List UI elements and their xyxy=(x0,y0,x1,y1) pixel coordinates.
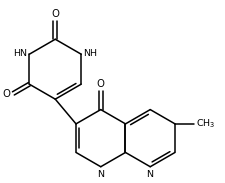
Text: O: O xyxy=(3,89,11,99)
Text: N: N xyxy=(146,170,153,179)
Text: HN: HN xyxy=(13,49,27,58)
Text: O: O xyxy=(97,79,105,89)
Text: CH$_3$: CH$_3$ xyxy=(196,118,215,130)
Text: NH: NH xyxy=(83,49,97,58)
Text: N: N xyxy=(97,170,104,179)
Text: O: O xyxy=(51,8,59,18)
